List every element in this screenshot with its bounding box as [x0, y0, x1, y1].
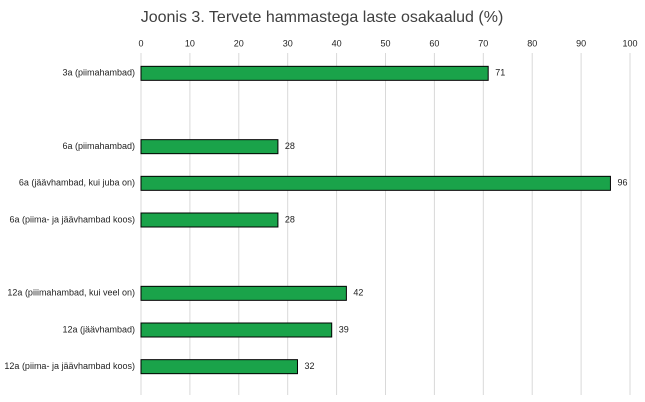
x-tick-label: 70 — [478, 38, 488, 48]
bar — [140, 212, 279, 228]
data-label: 28 — [285, 141, 295, 151]
data-label: 71 — [495, 68, 505, 78]
bar — [140, 322, 333, 338]
x-tick-label: 10 — [185, 38, 195, 48]
x-tick-label: 50 — [380, 38, 390, 48]
x-tick-label: 60 — [429, 38, 439, 48]
data-label: 28 — [285, 214, 295, 224]
y-tick-label: 6a (jäävhambad, kui juba on) — [19, 178, 135, 188]
data-label: 32 — [304, 361, 314, 371]
data-label: 96 — [617, 178, 627, 188]
y-tick-label: 12a (piiimahambad, kui veel on) — [7, 288, 135, 298]
x-tick-label: 90 — [576, 38, 586, 48]
bar — [140, 175, 611, 191]
x-tick-label: 20 — [234, 38, 244, 48]
bar — [140, 65, 489, 81]
y-tick-label: 3a (piimahambad) — [62, 68, 135, 78]
y-tick-label: 6a (piimahambad) — [62, 141, 135, 151]
y-tick-label: 12a (jäävhambad) — [62, 324, 135, 334]
x-tick-label: 80 — [527, 38, 537, 48]
x-tick-label: 30 — [283, 38, 293, 48]
bar — [140, 139, 279, 155]
x-tick-label: 0 — [138, 38, 143, 48]
x-tick-label: 100 — [622, 38, 637, 48]
y-tick-label: 6a (piima- ja jäävhambad koos) — [9, 214, 135, 224]
bar — [140, 359, 298, 375]
y-tick-label: 12a (piima- ja jäävhambad koos) — [4, 361, 135, 371]
chart-title: Joonis 3. Tervete hammastega laste osaka… — [141, 9, 504, 26]
data-label: 39 — [339, 324, 349, 334]
x-tick-label: 40 — [332, 38, 342, 48]
data-label: 42 — [353, 288, 363, 298]
bar — [140, 285, 347, 301]
